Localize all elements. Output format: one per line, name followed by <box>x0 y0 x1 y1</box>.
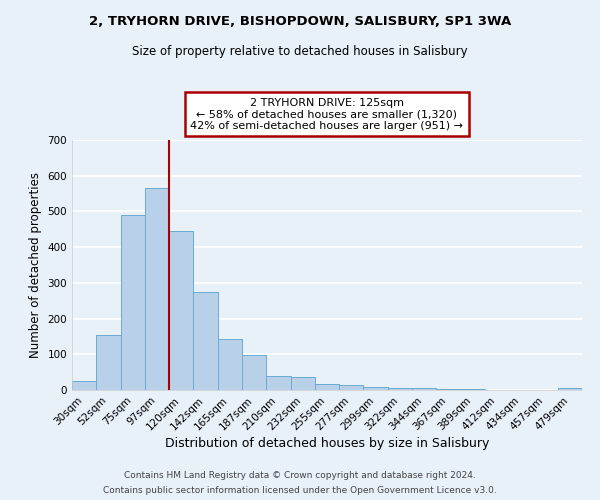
Bar <box>193 292 218 390</box>
Bar <box>388 388 412 390</box>
Y-axis label: Number of detached properties: Number of detached properties <box>29 172 42 358</box>
Bar <box>169 231 193 390</box>
Bar <box>96 334 121 390</box>
Bar <box>266 376 290 390</box>
Bar <box>412 388 436 390</box>
Bar <box>121 215 145 390</box>
Text: 2, TRYHORN DRIVE, BISHOPDOWN, SALISBURY, SP1 3WA: 2, TRYHORN DRIVE, BISHOPDOWN, SALISBURY,… <box>89 15 511 28</box>
Bar <box>290 377 315 390</box>
Bar <box>242 356 266 390</box>
Bar <box>558 388 582 390</box>
Text: Contains public sector information licensed under the Open Government Licence v3: Contains public sector information licen… <box>103 486 497 495</box>
Bar <box>72 381 96 390</box>
Text: Contains HM Land Registry data © Crown copyright and database right 2024.: Contains HM Land Registry data © Crown c… <box>124 471 476 480</box>
Text: 2 TRYHORN DRIVE: 125sqm
← 58% of detached houses are smaller (1,320)
42% of semi: 2 TRYHORN DRIVE: 125sqm ← 58% of detache… <box>191 98 464 130</box>
Text: Size of property relative to detached houses in Salisbury: Size of property relative to detached ho… <box>132 45 468 58</box>
Bar <box>461 389 485 390</box>
Bar <box>436 389 461 390</box>
Bar <box>339 385 364 390</box>
Bar <box>145 188 169 390</box>
X-axis label: Distribution of detached houses by size in Salisbury: Distribution of detached houses by size … <box>165 438 489 450</box>
Bar <box>364 387 388 390</box>
Bar <box>218 339 242 390</box>
Bar <box>315 384 339 390</box>
